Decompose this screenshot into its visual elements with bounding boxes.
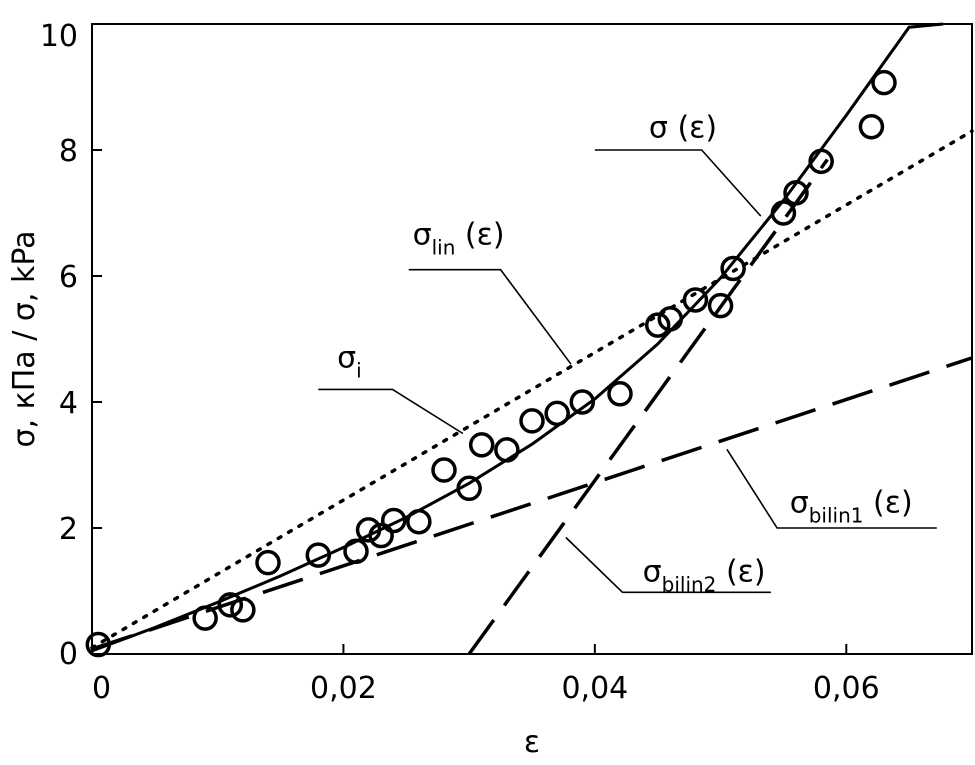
data-point [858, 113, 885, 140]
y-tick-label: 2 [59, 512, 78, 547]
x-axis-title: ε [524, 725, 540, 760]
annotation-label: σi [337, 340, 362, 382]
annotation-leader-line [565, 536, 771, 594]
data-point [519, 408, 545, 434]
data-point [720, 255, 746, 282]
y-tick-label: 4 [59, 386, 78, 421]
data-point [644, 312, 671, 338]
annotation-leader-line [318, 388, 464, 435]
x-tick-label: 0,06 [813, 671, 880, 706]
annotation: σlin (ε) [408, 218, 572, 365]
annotation-leader-line [726, 448, 937, 529]
measured-points-series [85, 69, 897, 658]
data-point [707, 292, 734, 319]
annotation-main: σ [790, 485, 809, 520]
annotation-label: σ (ε) [649, 110, 717, 145]
x-tick-label: 0 [92, 671, 111, 706]
data-point [569, 389, 596, 415]
y-tick-label: 0 [59, 637, 78, 672]
annotation-suffix: (ε) [863, 485, 912, 520]
y-tick-label: 10 [40, 19, 78, 54]
data-point [380, 507, 407, 534]
annotation-subscript: i [356, 358, 362, 382]
x-tick-label: 0,02 [310, 671, 377, 706]
annotation-leader-line [408, 268, 572, 365]
y-axis-title: σ, кПа / σ, kPa [7, 231, 42, 448]
data-point [468, 432, 495, 458]
data-point [770, 200, 797, 226]
fit-curve-line [91, 22, 944, 653]
annotation: σi [318, 340, 464, 435]
data-point [494, 437, 520, 463]
annotation: σ (ε) [594, 110, 762, 217]
annotation-label: σlin (ε) [413, 218, 505, 260]
data-point [871, 69, 897, 96]
axis-ticks: 0 0,02 0,04 0,06 0 2 4 6 8 10 [40, 19, 880, 706]
series-layer [85, 22, 974, 658]
data-point [255, 549, 281, 576]
data-point [431, 457, 457, 483]
annotation-suffix: (ε) [455, 218, 504, 253]
annotation-main: σ [337, 340, 356, 375]
annotation: σbilin2 (ε) [565, 536, 771, 597]
linear-approx-line [90, 129, 974, 650]
annotation-label: σbilin1 (ε) [790, 485, 913, 527]
data-point [607, 381, 633, 407]
annotation-main: σ (ε) [649, 110, 717, 145]
bilinear-approx-line-4 [467, 158, 829, 656]
plot-frame [91, 23, 973, 655]
annotation: σbilin1 (ε) [726, 448, 937, 529]
y-tick-label: 8 [59, 134, 78, 169]
x-tick-label: 0,04 [561, 671, 628, 706]
annotation-main: σ [413, 218, 432, 253]
annotation-main: σ [643, 555, 662, 590]
y-tick-label: 6 [59, 260, 78, 295]
annotation-suffix: (ε) [716, 555, 765, 590]
annotation-label: σbilin2 (ε) [643, 555, 766, 597]
annotation-subscript: bilin1 [809, 503, 864, 527]
data-point [217, 592, 244, 618]
bilinear-approx-line-3 [91, 356, 973, 651]
annotation-subscript: lin [432, 236, 456, 260]
annotation-leader-line [594, 149, 762, 217]
annotation-subscript: bilin2 [662, 573, 717, 597]
